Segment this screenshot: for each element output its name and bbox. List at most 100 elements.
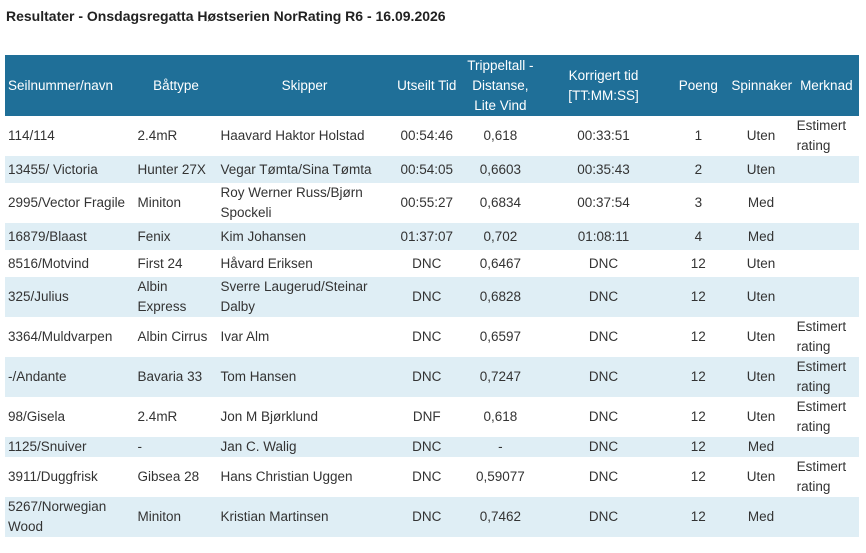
cell-boat-type: Miniton bbox=[134, 497, 218, 537]
header-tt: Trippeltall - Distanse, Lite Vind bbox=[462, 55, 539, 116]
cell-elapsed: DNC bbox=[412, 255, 442, 271]
cell-tt: 0,6603 bbox=[462, 156, 539, 183]
cell-elapsed: DNC bbox=[391, 437, 463, 457]
table-row: 13455/ Victoria Hunter 27X Vegar Tømta/Sin… bbox=[5, 156, 859, 183]
cell-elapsed: 00:55:27 bbox=[400, 195, 454, 210]
cell-sail: 3911/Duggfrisk bbox=[8, 469, 98, 484]
cell-spinnaker: Uten bbox=[728, 156, 794, 183]
cell-spinnaker: Med bbox=[728, 497, 794, 537]
cell-remark: Estimert rating bbox=[796, 118, 847, 153]
table-row: 2995/Vector Fragile Miniton Roy Werner Rus… bbox=[5, 183, 859, 223]
cell-spinnaker: Uten bbox=[728, 277, 794, 317]
cell-points: 3 bbox=[694, 195, 703, 210]
header-corrected-line2: [TT:MM:SS] bbox=[568, 87, 639, 103]
cell-points: 4 bbox=[668, 223, 729, 250]
cell-tt: 0,59077 bbox=[475, 469, 525, 484]
header-elapsed: Utseilt Tid bbox=[391, 55, 463, 116]
cell-corrected: DNC bbox=[538, 277, 669, 317]
cell-corrected: DNC bbox=[588, 329, 619, 344]
results-table: Seilnummer/navn Båttype Skipper Utseilt … bbox=[5, 55, 859, 537]
cell-spinnaker: Uten bbox=[746, 409, 776, 424]
cell-boat-type: Albin Express bbox=[134, 277, 218, 317]
results-body: 114/114 2.4mR Haavard Haktor Holstad 00:54:… bbox=[5, 116, 859, 537]
header-tt-line1: Trippeltall - bbox=[467, 57, 534, 73]
cell-skipper: Hans Christian Uggen bbox=[220, 469, 353, 484]
cell-sail: 114/114 bbox=[8, 128, 55, 143]
cell-spinnaker: Uten bbox=[728, 357, 794, 397]
header-skipper: Skipper bbox=[217, 55, 392, 116]
cell-spinnaker: Uten bbox=[746, 128, 776, 143]
table-row: 3364/Muldvarpen Albin Cirrus Ivar Alm DNC 0,… bbox=[5, 317, 859, 357]
cell-points: 12 bbox=[690, 255, 706, 271]
cell-corrected: DNC bbox=[588, 255, 619, 271]
cell-skipper: Sverre Laugerud/Steinar Dalby bbox=[217, 277, 392, 317]
cell-elapsed: DNC bbox=[391, 277, 463, 317]
table-row: 3911/Duggfrisk Gibsea 28 Hans Christian Ug… bbox=[5, 457, 859, 497]
cell-elapsed: 00:54:05 bbox=[391, 156, 463, 183]
cell-skipper: Kristian Martinsen bbox=[217, 497, 392, 537]
cell-remark bbox=[793, 497, 859, 537]
header-remark: Merknad bbox=[793, 55, 859, 116]
cell-sail: -/Andante bbox=[5, 357, 135, 397]
cell-elapsed: DNC bbox=[412, 469, 442, 484]
cell-remark bbox=[793, 277, 859, 317]
cell-points: 2 bbox=[668, 156, 729, 183]
header-tt-line3: Lite Vind bbox=[474, 97, 527, 113]
cell-boat-type: Miniton bbox=[137, 195, 182, 210]
cell-sail: 1125/Snuiver bbox=[5, 437, 135, 457]
page-title: Resultater - Onsdagsregatta Høstserien N… bbox=[6, 8, 446, 24]
cell-corrected: 00:33:51 bbox=[577, 128, 630, 143]
cell-boat-type: - bbox=[134, 437, 218, 457]
cell-corrected: 00:37:54 bbox=[577, 195, 630, 210]
table-row: 5267/Norwegian Wood Miniton Kristian Marti… bbox=[5, 497, 859, 537]
header-tt-line2: Distanse, bbox=[472, 77, 529, 93]
cell-sail: 13455/ Victoria bbox=[5, 156, 135, 183]
cell-tt: - bbox=[462, 437, 539, 457]
cell-points: 1 bbox=[694, 128, 703, 143]
cell-sail: 5267/Norwegian Wood bbox=[5, 497, 135, 537]
cell-corrected: DNC bbox=[588, 409, 619, 424]
cell-tt: 0,702 bbox=[462, 223, 539, 250]
cell-boat-type: 2.4mR bbox=[137, 128, 178, 143]
cell-remark bbox=[793, 223, 859, 250]
cell-elapsed: DNC bbox=[391, 357, 463, 397]
table-row: 1125/Snuiver - Jan C. Walig DNC - DNC 12 Med bbox=[5, 437, 859, 457]
cell-remark: Estimert rating bbox=[793, 357, 859, 397]
cell-tt: 0,618 bbox=[483, 128, 518, 143]
table-row: -/Andante Bavaria 33 Tom Hansen DNC 0,7247 DN… bbox=[5, 357, 859, 397]
cell-elapsed: DNC bbox=[412, 329, 442, 344]
cell-boat-type: Gibsea 28 bbox=[137, 469, 200, 484]
cell-skipper: Kim Johansen bbox=[217, 223, 392, 250]
cell-tt: 0,6834 bbox=[479, 195, 522, 210]
cell-remark bbox=[793, 156, 859, 183]
table-row: 98/Gisela 2.4mR Jon M Bjørklund DNF 0,618 DNC… bbox=[5, 397, 859, 437]
cell-boat-type: Fenix bbox=[134, 223, 218, 250]
cell-remark: Estimert rating bbox=[796, 399, 847, 434]
cell-skipper: Haavard Haktor Holstad bbox=[220, 128, 365, 143]
cell-corrected: DNC bbox=[538, 437, 669, 457]
cell-boat-type: Hunter 27X bbox=[134, 156, 218, 183]
cell-elapsed: DNC bbox=[391, 497, 463, 537]
cell-spinnaker: Med bbox=[728, 437, 794, 457]
cell-elapsed: 00:54:46 bbox=[400, 128, 454, 143]
cell-points: 12 bbox=[668, 497, 729, 537]
cell-points: 12 bbox=[690, 409, 706, 424]
table-header-row: Seilnummer/navn Båttype Skipper Utseilt … bbox=[5, 55, 859, 116]
table-row: 8516/Motvind First 24 Håvard Eriksen DNC 0,6… bbox=[5, 250, 859, 277]
cell-spinnaker: Med bbox=[747, 195, 775, 210]
cell-tt: 0,7462 bbox=[462, 497, 539, 537]
cell-skipper: Ivar Alm bbox=[220, 329, 270, 344]
table-row: 114/114 2.4mR Haavard Haktor Holstad 00:54:… bbox=[5, 116, 859, 156]
cell-sail: 325/Julius bbox=[5, 277, 135, 317]
cell-elapsed: 01:37:07 bbox=[391, 223, 463, 250]
cell-remark: Estimert rating bbox=[796, 459, 847, 494]
cell-skipper: Tom Hansen bbox=[217, 357, 392, 397]
cell-spinnaker: Uten bbox=[746, 329, 776, 344]
cell-corrected: DNC bbox=[538, 497, 669, 537]
cell-points: 12 bbox=[668, 277, 729, 317]
cell-sail: 2995/Vector Fragile bbox=[8, 195, 126, 210]
cell-points: 12 bbox=[690, 469, 706, 484]
cell-boat-type: Bavaria 33 bbox=[134, 357, 218, 397]
table-row: 325/Julius Albin Express Sverre Laugerud/S… bbox=[5, 277, 859, 317]
cell-skipper: Vegar Tømta/Sina Tømta bbox=[217, 156, 392, 183]
